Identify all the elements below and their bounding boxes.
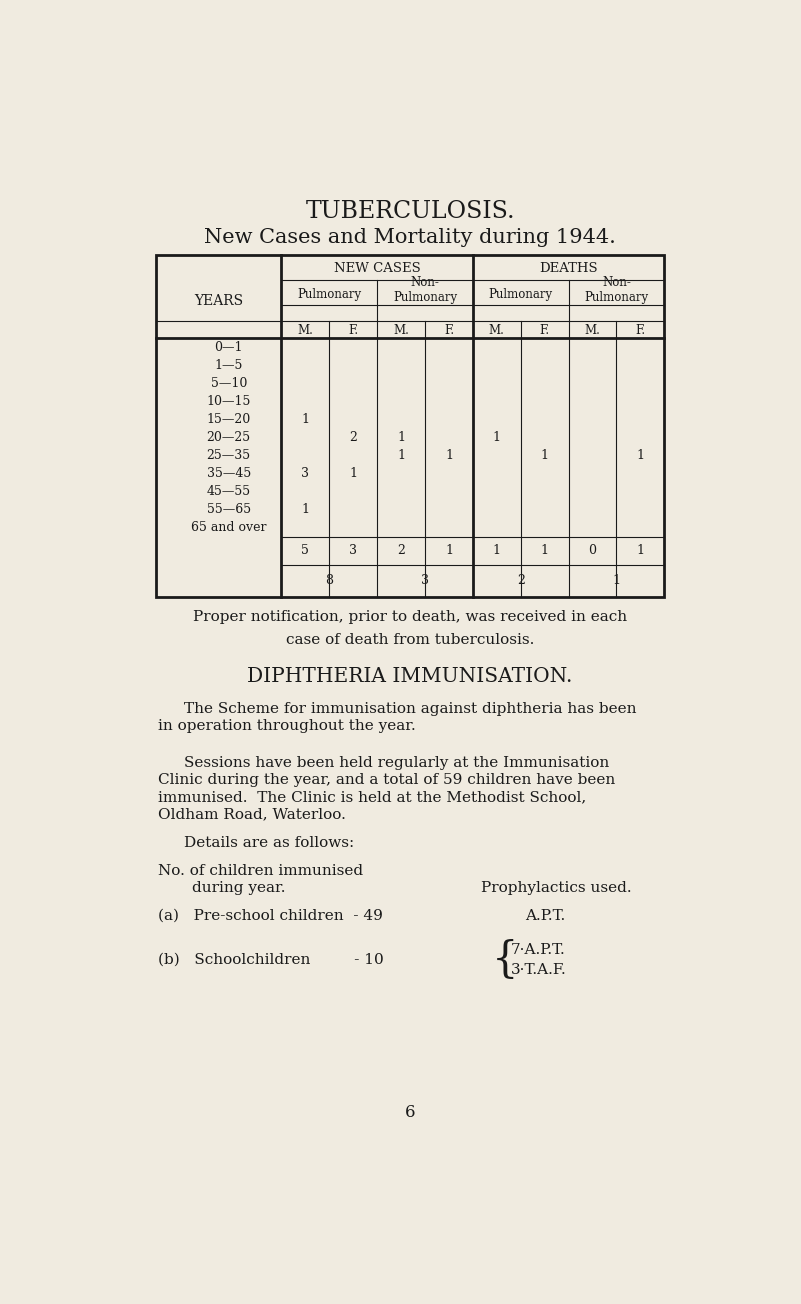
Text: 1: 1	[493, 544, 501, 557]
Text: The Scheme for immunisation against diphtheria has been: The Scheme for immunisation against diph…	[183, 703, 636, 716]
Text: 0—1: 0—1	[215, 340, 243, 353]
Text: Oldham Road, Waterloo.: Oldham Road, Waterloo.	[159, 807, 346, 822]
Text: 1—5: 1—5	[215, 359, 243, 372]
Text: 2: 2	[349, 432, 357, 445]
Text: {: {	[492, 939, 518, 981]
Text: 1: 1	[541, 449, 549, 462]
Text: M.: M.	[393, 323, 409, 336]
Text: F.: F.	[540, 323, 549, 336]
Text: 35—45: 35—45	[207, 467, 251, 480]
Text: Clinic during the year, and a total of 59 children have been: Clinic during the year, and a total of 5…	[159, 773, 615, 788]
Text: 7·A.P.T.: 7·A.P.T.	[511, 943, 566, 957]
Text: (b)   Schoolchildren         - 10: (b) Schoolchildren - 10	[159, 953, 384, 966]
Text: A.P.T.: A.P.T.	[525, 909, 565, 923]
Text: M.: M.	[585, 323, 601, 336]
Text: No. of children immunised: No. of children immunised	[159, 865, 364, 878]
Text: Pulmonary: Pulmonary	[297, 288, 361, 301]
Text: F.: F.	[348, 323, 358, 336]
Text: 1: 1	[637, 449, 644, 462]
Text: 1: 1	[397, 432, 405, 445]
Text: 3: 3	[301, 467, 309, 480]
Text: case of death from tuberculosis.: case of death from tuberculosis.	[286, 632, 534, 647]
Text: M.: M.	[297, 323, 313, 336]
Text: in operation throughout the year.: in operation throughout the year.	[159, 720, 416, 733]
Text: 3: 3	[349, 544, 357, 557]
Text: New Cases and Mortality during 1944.: New Cases and Mortality during 1944.	[204, 228, 616, 246]
Text: 5—10: 5—10	[211, 377, 247, 390]
Text: M.: M.	[489, 323, 505, 336]
Text: 0: 0	[589, 544, 597, 557]
Text: 6: 6	[405, 1104, 416, 1121]
Text: 1: 1	[637, 544, 644, 557]
Text: NEW CASES: NEW CASES	[334, 262, 421, 275]
Text: 2: 2	[517, 574, 525, 587]
Text: 3: 3	[421, 574, 429, 587]
Text: Pulmonary: Pulmonary	[489, 288, 553, 301]
Text: (a)   Pre-school children  - 49: (a) Pre-school children - 49	[159, 909, 383, 923]
Text: 1: 1	[445, 449, 453, 462]
Text: F.: F.	[444, 323, 454, 336]
Text: 1: 1	[397, 449, 405, 462]
Text: 3·T.A.F.: 3·T.A.F.	[511, 962, 566, 977]
Text: 15—20: 15—20	[207, 413, 251, 426]
Text: 25—35: 25—35	[207, 449, 251, 462]
Text: during year.: during year.	[191, 882, 285, 895]
Text: DEATHS: DEATHS	[539, 262, 598, 275]
Text: 45—55: 45—55	[207, 485, 251, 498]
Text: 20—25: 20—25	[207, 432, 251, 445]
Text: 8: 8	[325, 574, 333, 587]
Text: DIPHTHERIA IMMUNISATION.: DIPHTHERIA IMMUNISATION.	[248, 666, 573, 686]
Text: 65 and over: 65 and over	[191, 522, 267, 535]
Text: 55—65: 55—65	[207, 503, 251, 516]
Text: 1: 1	[445, 544, 453, 557]
Text: 1: 1	[349, 467, 357, 480]
Text: F.: F.	[635, 323, 646, 336]
Text: 1: 1	[613, 574, 621, 587]
Text: 1: 1	[541, 544, 549, 557]
Text: 1: 1	[301, 503, 309, 516]
Text: YEARS: YEARS	[194, 293, 244, 308]
Text: Prophylactics used.: Prophylactics used.	[481, 882, 632, 895]
Text: Non-
Pulmonary: Non- Pulmonary	[585, 275, 649, 304]
Text: immunised.  The Clinic is held at the Methodist School,: immunised. The Clinic is held at the Met…	[159, 790, 586, 805]
Text: Proper notification, prior to death, was received in each: Proper notification, prior to death, was…	[193, 610, 627, 623]
Text: Sessions have been held regularly at the Immunisation: Sessions have been held regularly at the…	[183, 756, 609, 771]
Text: Non-
Pulmonary: Non- Pulmonary	[393, 275, 457, 304]
Text: 2: 2	[397, 544, 405, 557]
Text: TUBERCULOSIS.: TUBERCULOSIS.	[305, 201, 515, 223]
Bar	[156, 256, 664, 597]
Text: 1: 1	[301, 413, 309, 426]
Text: Details are as follows:: Details are as follows:	[183, 836, 354, 850]
Text: 1: 1	[493, 432, 501, 445]
Text: 10—15: 10—15	[207, 395, 251, 408]
Text: 5: 5	[301, 544, 309, 557]
